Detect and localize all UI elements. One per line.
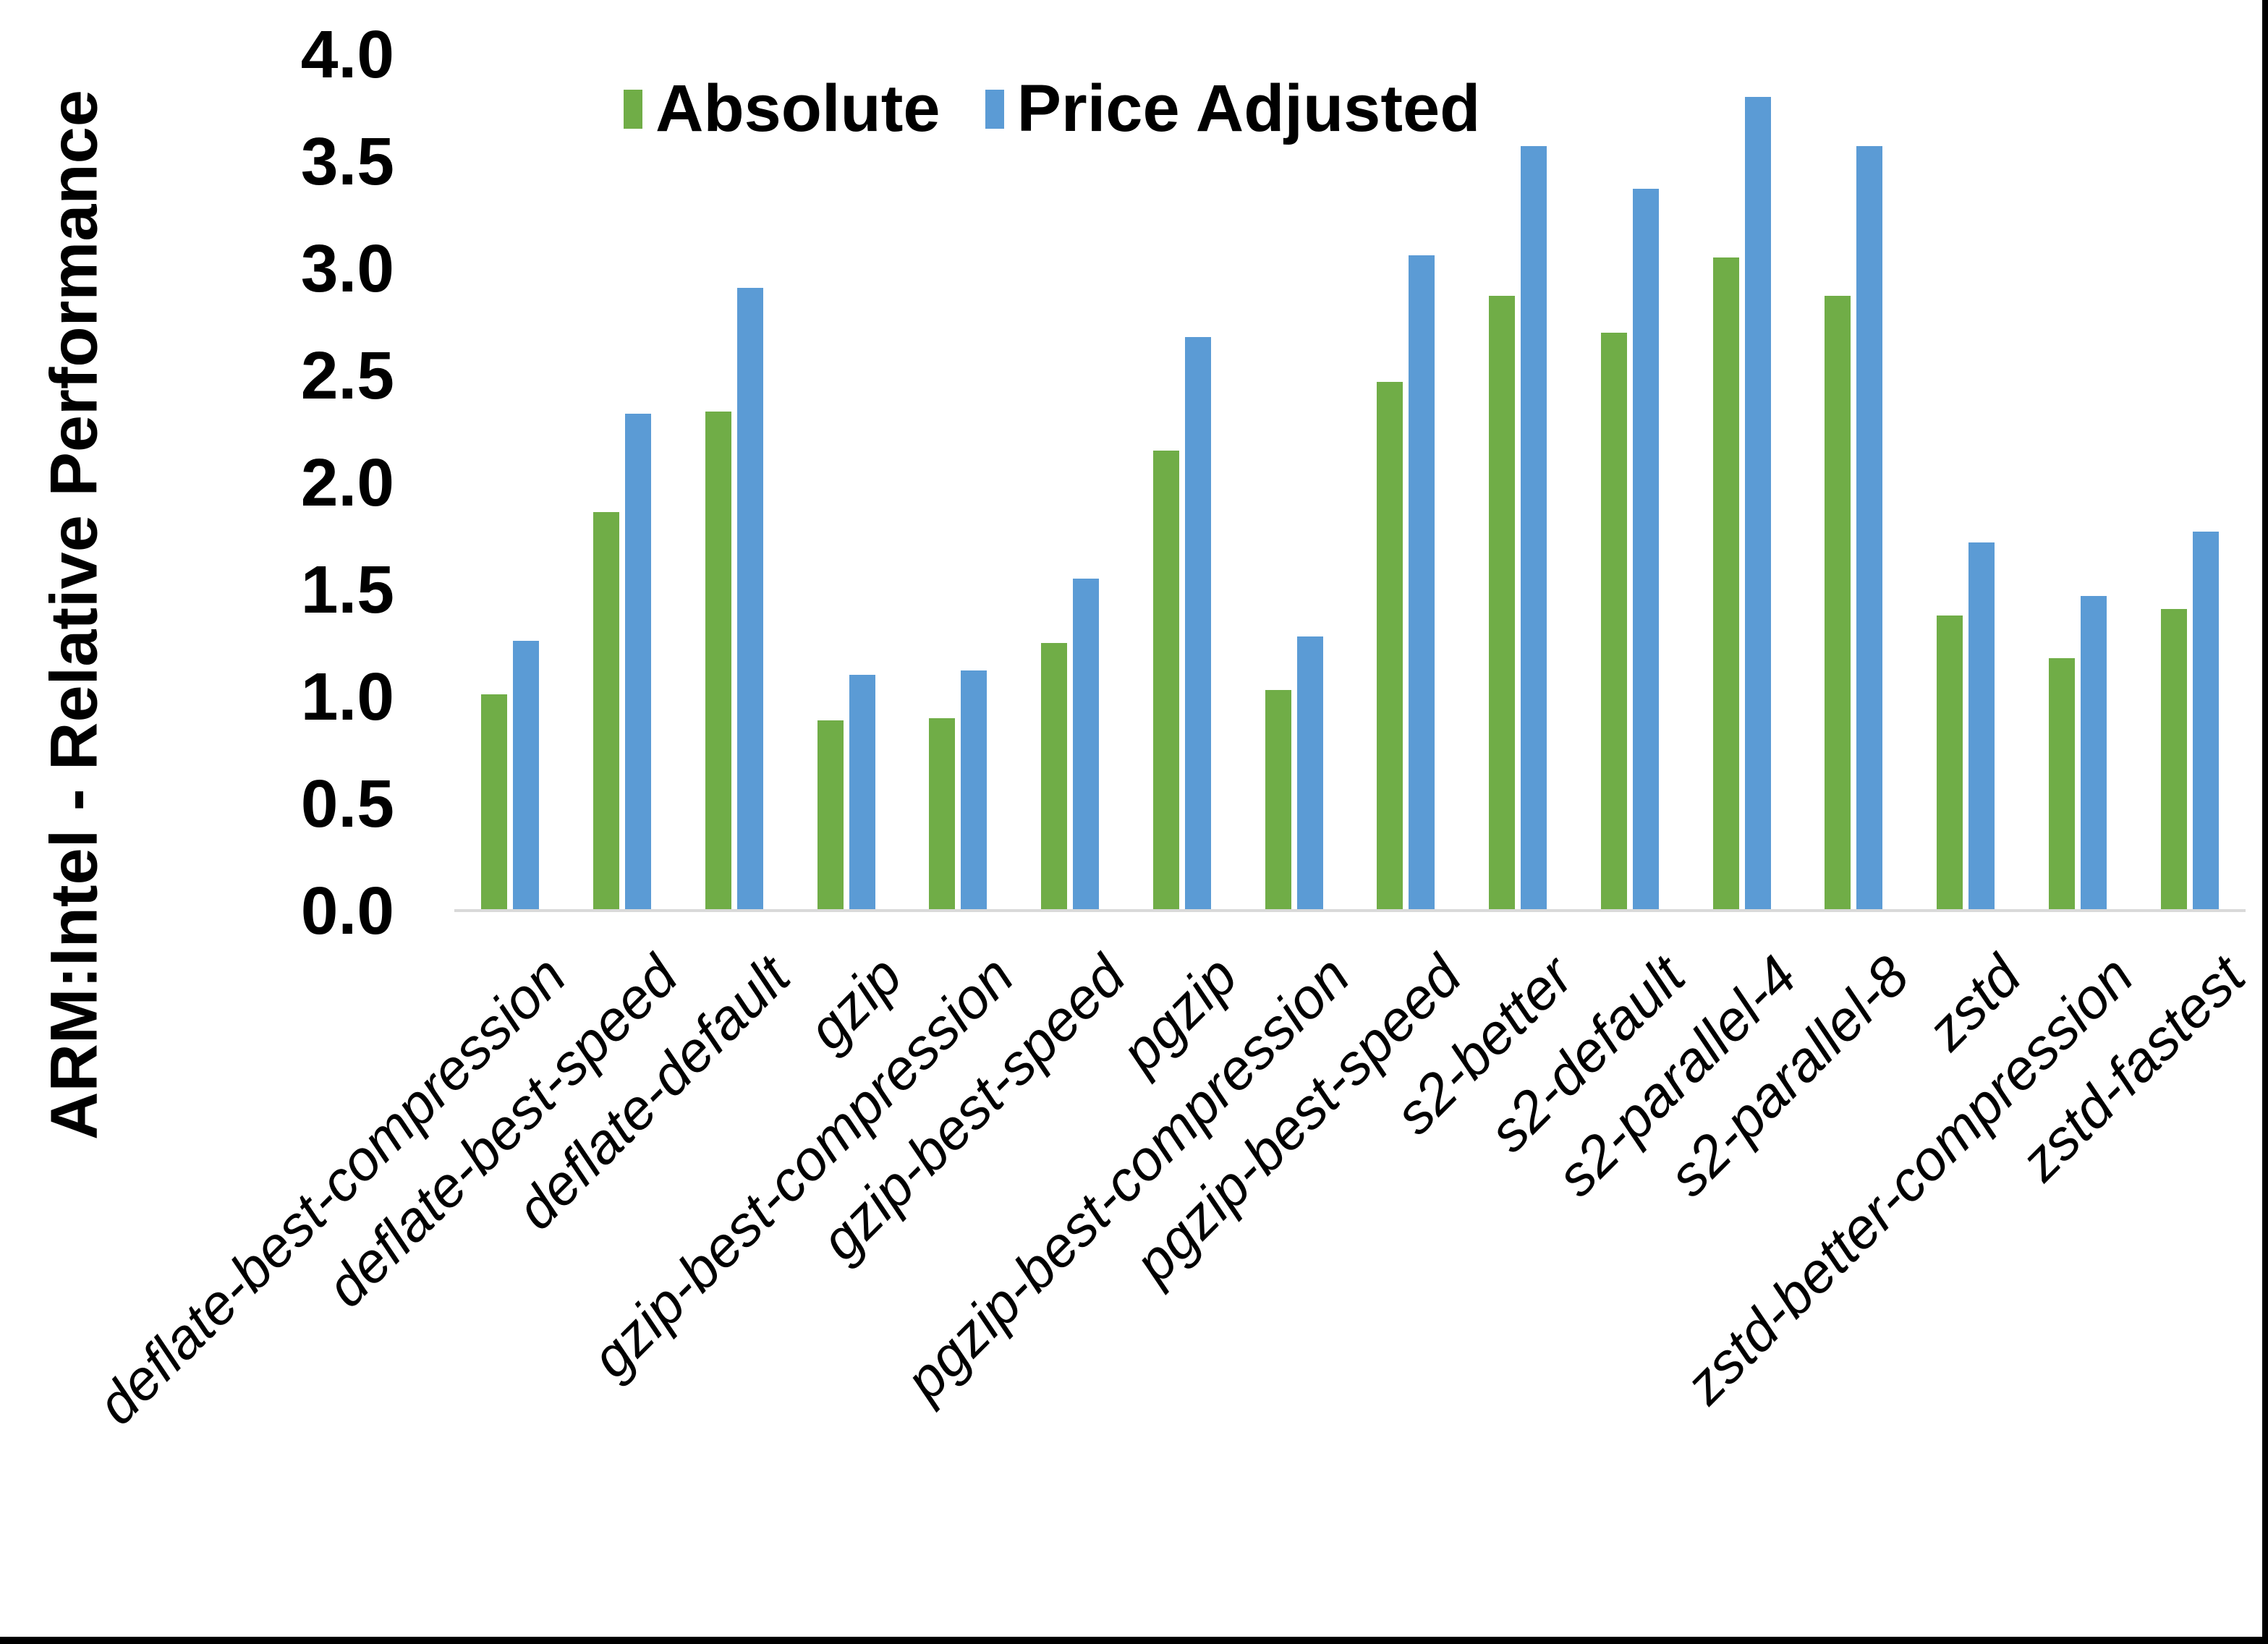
bar-price-adjusted (2080, 595, 2107, 911)
y-tick-label: 2.5 (300, 337, 394, 413)
bar-absolute (1377, 381, 1403, 911)
bar-absolute (817, 720, 844, 911)
bar-price-adjusted (1856, 146, 1883, 911)
bar-absolute (1152, 450, 1179, 911)
bar-absolute (481, 694, 508, 911)
x-category-label: deflate-best-compression (84, 943, 578, 1437)
y-tick-label: 1.0 (300, 658, 394, 734)
y-tick-label: 1.5 (300, 551, 394, 627)
bar-absolute (1265, 690, 1291, 911)
bar-absolute (593, 512, 620, 911)
y-tick-label: 3.0 (300, 230, 394, 306)
bar-price-adjusted (2192, 532, 2219, 911)
bar-absolute (1041, 643, 1068, 911)
bar-price-adjusted (961, 670, 988, 911)
y-tick-label: 0.0 (300, 872, 394, 948)
bar-absolute (1489, 296, 1516, 911)
legend: Absolute Price Adjusted (624, 71, 1480, 147)
bar-price-adjusted (1296, 636, 1323, 911)
bar-absolute (929, 717, 956, 911)
y-tick-label: 0.5 (300, 765, 394, 841)
bar-absolute (2048, 657, 2075, 911)
legend-label-absolute: Absolute (655, 72, 940, 145)
legend-swatch-absolute-icon (624, 89, 642, 129)
bar-price-adjusted (1521, 146, 1547, 911)
legend-label-price-adjusted: Price Adjusted (1016, 72, 1481, 145)
bar-absolute (1825, 296, 1851, 911)
bar-price-adjusted (1073, 579, 1100, 911)
bar-price-adjusted (625, 414, 652, 911)
y-tick-label: 2.0 (300, 444, 394, 520)
legend-item-absolute: Absolute (624, 71, 940, 147)
bar-price-adjusted (1409, 255, 1435, 911)
y-tick-label: 4.0 (300, 16, 394, 92)
bar-price-adjusted (1968, 542, 1995, 911)
bar-price-adjusted (1744, 97, 1771, 911)
bar-absolute (1712, 257, 1739, 911)
legend-item-price-adjusted: Price Adjusted (985, 71, 1481, 147)
bar-price-adjusted (849, 675, 875, 911)
legend-swatch-price-adjusted-icon (985, 89, 1004, 129)
bottom-border-strip (0, 1637, 2268, 1644)
bar-absolute (705, 412, 731, 911)
bar-price-adjusted (513, 641, 540, 911)
y-tick-label: 3.5 (300, 123, 394, 199)
y-axis-title: ARM:Intel - Relative Performance (37, 90, 111, 1140)
bar-price-adjusted (1632, 189, 1659, 911)
bar-price-adjusted (736, 287, 763, 911)
x-axis-line (454, 909, 2246, 912)
bar-absolute (2160, 608, 2187, 911)
right-border-strip (2262, 0, 2268, 1644)
bar-absolute (1937, 615, 1963, 911)
bar-price-adjusted (1184, 336, 1211, 911)
bar-absolute (1600, 332, 1627, 911)
